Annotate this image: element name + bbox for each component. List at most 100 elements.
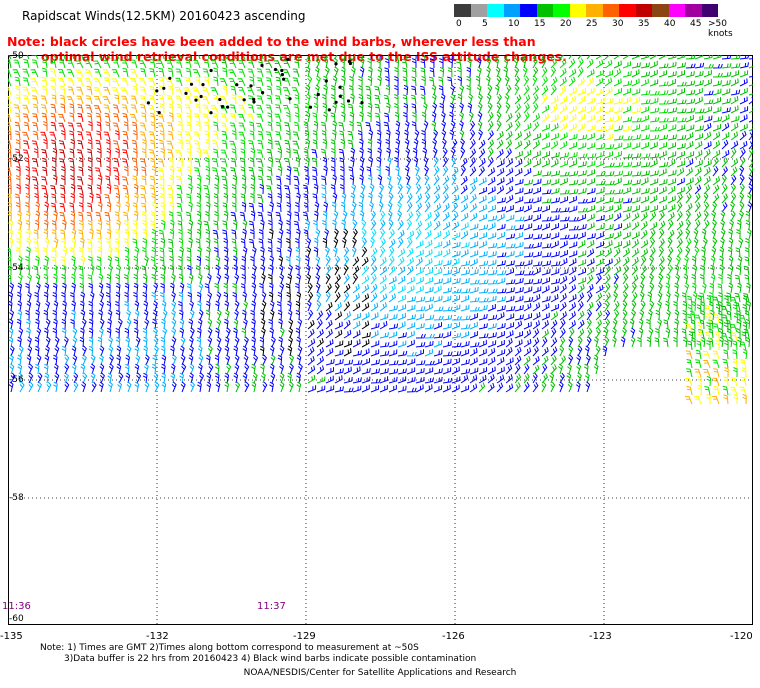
wind-barb: [478, 323, 488, 330]
wind-barb: [411, 121, 417, 132]
wind-barb: [604, 162, 615, 168]
wind-barb: [97, 174, 103, 186]
wind-barb: [442, 165, 449, 177]
wind-barb: [613, 151, 622, 159]
wind-barb: [116, 345, 122, 357]
wind-barb: [514, 94, 522, 105]
wind-barb: [98, 282, 104, 294]
wind-barb: [178, 273, 184, 285]
contamination-marker: [316, 92, 320, 97]
wind-barb: [186, 148, 192, 159]
wind-barb: [370, 385, 379, 393]
wind-barb: [115, 273, 120, 285]
contamination-marker: [347, 59, 351, 64]
wind-barb: [397, 238, 404, 249]
wind-barb: [541, 55, 544, 60]
wind-barb: [496, 55, 499, 60]
wind-barb: [649, 195, 658, 204]
wind-barb: [532, 55, 536, 60]
wind-barb: [478, 375, 487, 384]
wind-barb: [9, 363, 15, 375]
wind-barb: [221, 130, 228, 141]
wind-barb: [613, 204, 622, 213]
wind-barb: [649, 117, 660, 123]
wind-barb: [314, 201, 320, 213]
wind-barb: [420, 67, 426, 78]
wind-barb: [242, 291, 247, 303]
wind-barb: [451, 384, 460, 393]
wind-barb: [286, 175, 291, 186]
wind-barb: [216, 345, 222, 357]
scale-tick-label: 15: [534, 19, 546, 29]
wind-barb: [577, 240, 586, 249]
wind-barb: [251, 282, 257, 294]
wind-barb: [383, 94, 390, 105]
wind-barb: [433, 156, 439, 168]
wind-barb: [442, 367, 452, 375]
wind-barb: [94, 68, 102, 78]
wind-barb: [193, 59, 201, 69]
scale-tick-label: 20: [560, 19, 572, 29]
wind-barb: [708, 337, 714, 348]
wind-barb: [15, 85, 21, 96]
wind-barb: [532, 75, 538, 87]
wind-barb: [232, 246, 238, 258]
wind-barb: [593, 363, 599, 375]
wind-barb: [457, 75, 463, 87]
wind-barb: [622, 170, 633, 177]
wind-barb: [550, 114, 559, 123]
wind-barb: [595, 69, 604, 78]
wind-barb: [115, 309, 121, 321]
wind-barb: [721, 184, 728, 195]
wind-barb: [178, 121, 183, 132]
wind-barb: [466, 66, 472, 78]
wind-barb: [114, 238, 120, 249]
wind-barb: [586, 160, 596, 168]
wind-barb: [41, 58, 48, 69]
wind-barb: [439, 102, 444, 114]
wind-barb: [257, 139, 264, 150]
wind-barb: [721, 314, 729, 324]
wind-barb: [76, 149, 84, 159]
wind-barb: [332, 246, 338, 258]
wind-barb: [658, 238, 665, 249]
wind-barb: [343, 340, 352, 348]
wind-barb: [532, 224, 543, 231]
wind-barb: [559, 336, 566, 348]
wind-barb: [325, 291, 331, 303]
wind-barb: [179, 327, 185, 339]
wind-barb: [746, 300, 751, 312]
wind-barb: [175, 55, 183, 60]
wind-barb: [514, 206, 524, 213]
wind-barb: [234, 273, 240, 285]
wind-barb: [115, 192, 121, 204]
wind-barb: [469, 342, 480, 348]
wind-barb: [198, 309, 204, 321]
wind-barb: [313, 220, 318, 231]
wind-barb: [703, 176, 711, 186]
wind-barb: [421, 75, 426, 87]
wind-barb: [347, 130, 354, 141]
wind-barb: [133, 210, 139, 222]
wind-barb: [9, 282, 15, 294]
wind-barb: [178, 228, 183, 240]
wind-barb: [279, 363, 284, 375]
wind-barb: [424, 333, 435, 339]
wind-barb: [505, 214, 515, 222]
wind-barb: [287, 309, 293, 321]
wind-barb: [340, 201, 346, 213]
wind-barb: [568, 250, 578, 258]
wind-barb: [261, 300, 267, 312]
wind-barb: [685, 158, 694, 168]
wind-barb: [568, 133, 578, 141]
wind-barb: [550, 364, 557, 375]
wind-barb: [739, 210, 745, 222]
wind-barb: [134, 192, 139, 204]
wind-barb: [613, 170, 624, 177]
wind-barb: [352, 55, 356, 60]
wind-barb: [451, 184, 459, 195]
wind-barb: [267, 112, 273, 123]
wind-barb: [460, 359, 470, 366]
wind-barb: [726, 301, 732, 312]
wind-barb: [394, 57, 400, 69]
